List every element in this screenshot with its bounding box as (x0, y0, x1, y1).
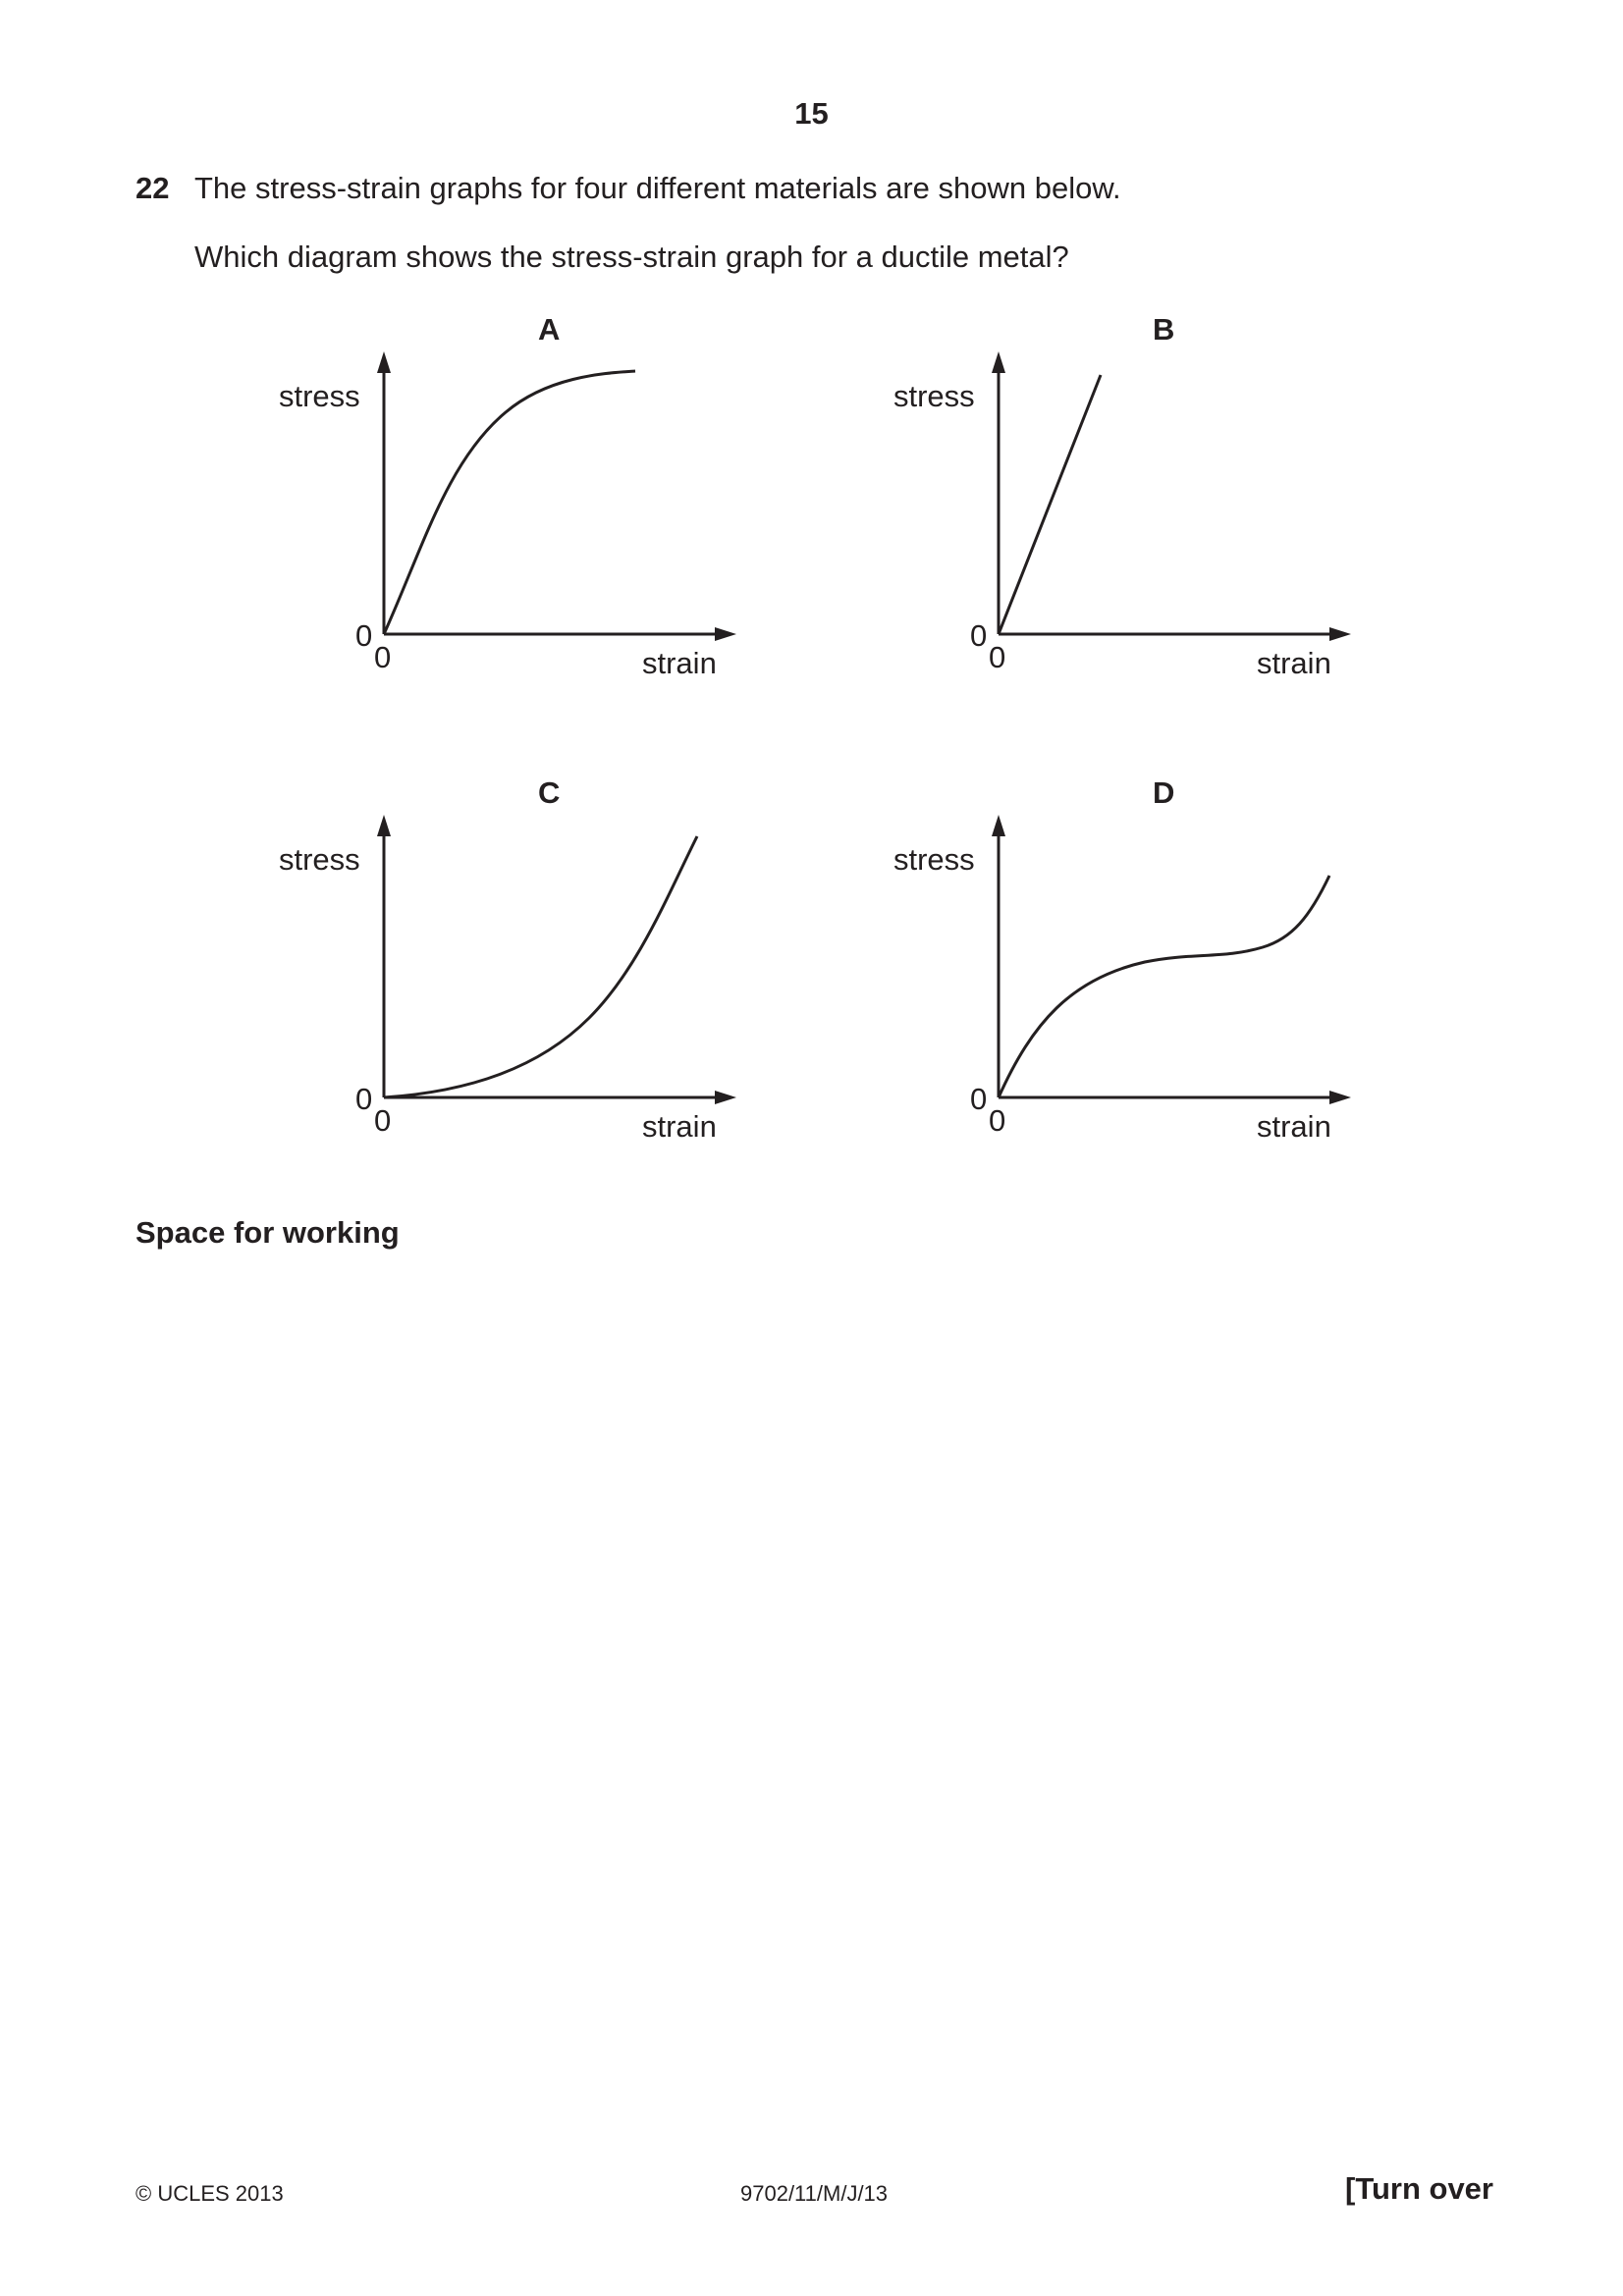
y-axis-arrow-b (992, 351, 1005, 373)
question-text: The stress-strain graphs for four differ… (194, 171, 1121, 205)
diagram-c: C stress strain 0 0 (275, 768, 746, 1160)
x-origin-label-b: 0 (989, 640, 1006, 674)
x-axis-arrow-d (1329, 1091, 1351, 1104)
y-axis-label-d: stress (893, 842, 975, 877)
curve-c (383, 835, 699, 1099)
diagram-d: D stress strain 0 0 (890, 768, 1361, 1160)
y-axis-arrow-c (377, 815, 391, 836)
footer-turn-over: [Turn over (1345, 2171, 1493, 2206)
x-origin-label-a: 0 (374, 640, 392, 674)
page-number: 15 (794, 96, 829, 131)
graph-b (992, 351, 1351, 641)
x-axis-label-a: strain (642, 646, 717, 680)
graph-d (992, 815, 1351, 1104)
space-for-working: Space for working (135, 1215, 400, 1250)
question-number: 22 (135, 171, 170, 205)
option-label-c: C (538, 775, 561, 810)
y-origin-label-d: 0 (970, 1082, 988, 1116)
graph-c (377, 815, 736, 1104)
x-axis-label-c: strain (642, 1109, 717, 1144)
diagram-b: B stress strain 0 0 (890, 304, 1361, 697)
option-label-a: A (538, 312, 561, 347)
x-axis-arrow-c (715, 1091, 736, 1104)
x-origin-label-c: 0 (374, 1103, 392, 1138)
diagram-a: A stress strain 0 0 (275, 304, 746, 697)
x-axis-label-b: strain (1257, 646, 1331, 680)
x-origin-label-d: 0 (989, 1103, 1006, 1138)
y-axis-label-b: stress (893, 379, 975, 413)
y-origin-label-a: 0 (355, 618, 373, 653)
footer-copyright: © UCLES 2013 (135, 2181, 284, 2206)
y-axis-arrow-a (377, 351, 391, 373)
question-prompt: Which diagram shows the stress-strain gr… (194, 240, 1069, 274)
option-label-d: D (1153, 775, 1175, 810)
y-axis-label-c: stress (279, 842, 360, 877)
y-axis-arrow-d (992, 815, 1005, 836)
x-axis-label-d: strain (1257, 1109, 1331, 1144)
y-axis-label-a: stress (279, 379, 360, 413)
curve-a (382, 369, 636, 635)
graph-a (377, 351, 736, 641)
x-axis-arrow-a (715, 627, 736, 641)
curve-b (997, 374, 1103, 635)
y-origin-label-c: 0 (355, 1082, 373, 1116)
y-origin-label-b: 0 (970, 618, 988, 653)
curve-d (997, 875, 1331, 1098)
x-axis-arrow-b (1329, 627, 1351, 641)
option-label-b: B (1153, 312, 1175, 347)
footer-paper-code: 9702/11/M/J/13 (740, 2181, 889, 2206)
